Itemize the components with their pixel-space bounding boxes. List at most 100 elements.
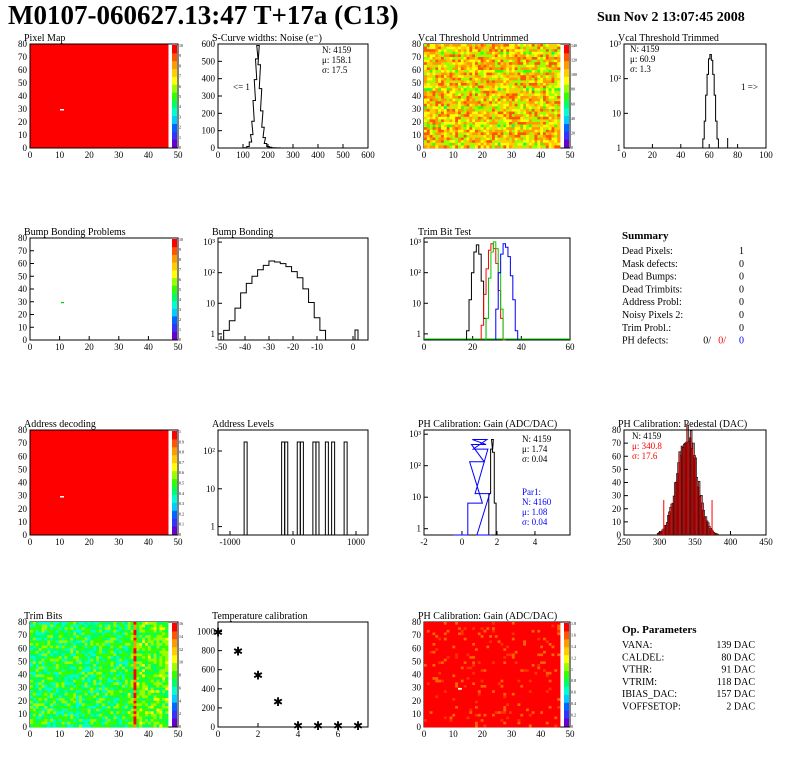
heatmap-cell [548,62,552,66]
heatmap-cell [50,724,54,728]
heatmap-cell [452,132,456,136]
heatmap-cell [38,629,42,633]
heatmap-cell [528,64,533,68]
heatmap-cell [78,648,83,652]
heatmap-cell [426,109,431,112]
heatmap-cell [113,721,117,725]
heatmap-cell [38,706,42,710]
heatmap-cell [466,54,470,58]
heatmap-cell [489,637,493,641]
heatmap-cell [38,653,42,657]
heatmap-cell [127,711,132,715]
heatmap-cell [424,77,428,81]
heatmap-cell [81,703,86,707]
heatmap-cell [548,129,552,133]
heatmap-cell [531,83,535,86]
heatmap-cell [67,713,71,717]
palette-swatch [172,76,177,85]
heatmap-cell [545,629,550,633]
heatmap-cell [124,677,129,681]
heatmap-cell [145,687,149,691]
heatmap-cell [81,687,86,691]
heatmap-cell [511,622,516,626]
heatmap-cell [483,75,487,79]
heatmap-cell [424,129,428,133]
palette-label: 10 [179,237,183,242]
heatmap-cell [432,137,436,141]
heatmap-cell [116,690,120,694]
heatmap-cell [503,57,507,60]
heatmap-cell [497,142,501,146]
heatmap-cell [424,75,428,79]
heatmap-cell [156,664,160,668]
heatmap-cell [486,96,490,99]
heatmap-cell [455,80,459,84]
heatmap-cell [537,46,541,50]
heatmap-cell [119,640,123,644]
heatmap-cell [537,44,541,47]
x-tick-label: 0 [28,537,33,547]
heatmap-cell [432,109,436,112]
heatmap-cell [506,96,510,99]
stats-text: σ: 0.04 [522,454,548,464]
heatmap-cell [99,622,103,626]
heatmap-cell [554,137,558,141]
address-map-fill [30,430,169,535]
heatmap-cell [514,114,518,118]
heatmap-cell [426,106,431,110]
heatmap-cell [554,140,558,144]
heatmap-cell [107,637,111,641]
heatmap-cell [424,137,428,141]
heatmap-cell [61,708,65,712]
heatmap-cell [150,658,155,662]
heatmap-cell [93,622,97,626]
heatmap-cell [136,653,140,657]
palette-swatch [172,518,177,527]
heatmap-cell [537,96,541,99]
heatmap-cell [543,64,547,68]
heatmap-cell [70,629,74,633]
heatmap-cell [96,690,100,694]
heatmap-cell [509,51,513,55]
heatmap-cell [153,658,157,662]
palette-swatch [172,686,177,695]
heatmap-cell [441,142,445,146]
heatmap-cell [76,656,80,660]
heatmap-cell [531,98,535,102]
heatmap-cell [432,122,436,125]
heatmap-cell [136,624,140,628]
heatmap-cell [497,64,501,68]
heatmap-cell [466,83,470,86]
heatmap-cell [41,708,45,712]
heatmap-cell [540,67,544,71]
heatmap-cell [35,635,40,639]
heatmap-cell [545,135,550,138]
heatmap-cell [557,622,561,626]
heatmap-cell [119,653,123,657]
heatmap-cell [517,101,521,105]
heatmap-cell [477,622,482,626]
heatmap-cell [554,637,558,641]
heatmap-cell [534,637,538,641]
heatmap-cell [483,637,487,641]
heatmap-cell [113,669,117,673]
plot-title: PH Calibration: Gain (ADC/DAC) [418,611,557,622]
plot-title: Bump Bonding [212,227,273,238]
heatmap-cell [136,724,140,728]
temperature-point: ✱ [213,626,223,640]
heatmap-cell [113,624,117,628]
heatmap-cell [528,645,533,649]
heatmap-cell [78,719,83,723]
heatmap-cell [96,632,100,636]
heatmap-cell [64,708,68,712]
heatmap-cell [101,666,106,670]
heatmap-cell [99,661,103,665]
heatmap-cell [432,124,436,128]
heatmap-cell [480,90,484,94]
y-tick-label: 10³ [409,237,421,247]
heatmap-cell [81,674,86,678]
heatmap-cell [145,685,149,689]
heatmap-cell [136,622,140,626]
heatmap-cell [150,719,155,723]
heatmap-cell [55,648,60,652]
